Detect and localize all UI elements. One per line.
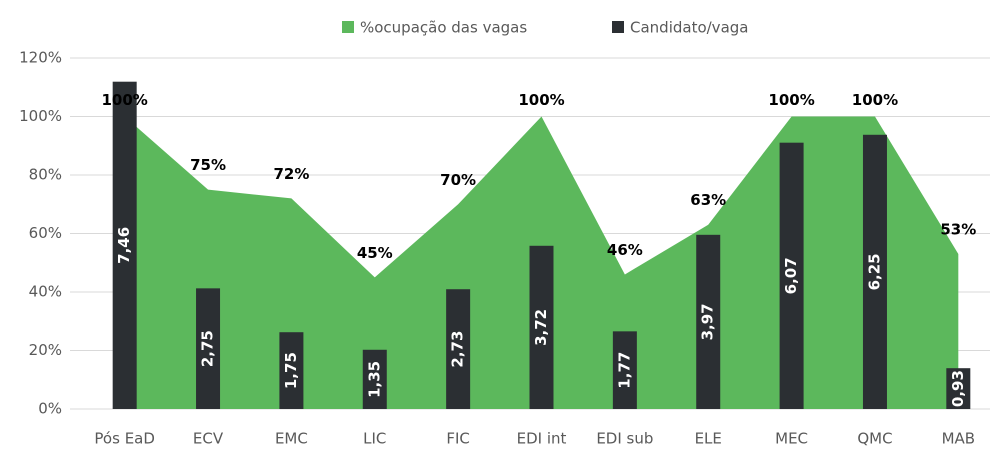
area-value-label: 53%	[940, 220, 976, 238]
bar	[362, 349, 387, 409]
legend-swatch	[612, 21, 624, 33]
bar	[196, 288, 221, 409]
legend-swatch	[342, 21, 354, 33]
bar	[862, 134, 887, 409]
bar-value-label: 2,75	[199, 330, 217, 367]
area-value-label: 46%	[607, 241, 643, 259]
y-tick-label: 60%	[29, 224, 62, 242]
x-tick-label: Pós EaD	[94, 430, 155, 448]
area-value-label: 100%	[102, 91, 148, 109]
bar-value-label: 3,97	[699, 303, 717, 340]
y-tick-label: 0%	[38, 400, 62, 418]
x-tick-label: EDI int	[517, 430, 567, 448]
area-value-label: 100%	[518, 91, 564, 109]
x-tick-label: FIC	[446, 430, 470, 448]
area-value-label: 75%	[190, 156, 226, 174]
x-tick-label: LIC	[363, 430, 386, 448]
bar-value-label: 6,25	[865, 253, 883, 290]
bar	[112, 81, 137, 409]
area-value-label: 63%	[690, 191, 726, 209]
bar-value-label: 1,35	[365, 361, 383, 398]
bar-value-label: 1,77	[615, 352, 633, 389]
area-value-label: 100%	[768, 91, 814, 109]
bar-value-label: 6,07	[782, 257, 800, 294]
x-tick-label: QMC	[857, 430, 892, 448]
bar	[779, 142, 804, 409]
x-tick-label: ELE	[695, 430, 722, 448]
bar-value-label: 7,46	[115, 227, 133, 264]
area-value-label: 72%	[273, 165, 309, 183]
bar	[529, 245, 554, 409]
area-value-label: 70%	[440, 171, 476, 189]
bar-value-label: 2,73	[449, 331, 467, 368]
legend-label: %ocupação das vagas	[360, 19, 527, 37]
x-tick-label: ECV	[193, 430, 224, 448]
y-tick-label: 120%	[19, 49, 62, 67]
bar-value-label: 1,75	[282, 352, 300, 389]
y-tick-label: 100%	[19, 107, 62, 125]
x-tick-label: EDI sub	[596, 430, 653, 448]
bar-value-label: 3,72	[532, 309, 550, 346]
x-tick-label: MEC	[775, 430, 808, 448]
x-tick-label: EMC	[275, 430, 308, 448]
y-tick-label: 80%	[29, 166, 62, 184]
area-value-label: 100%	[852, 91, 898, 109]
bar	[446, 289, 471, 409]
x-tick-label: MAB	[942, 430, 976, 448]
bar	[279, 332, 304, 409]
legend-label: Candidato/vaga	[630, 19, 748, 37]
bar	[696, 234, 721, 409]
bar-value-label: 0,93	[949, 370, 967, 407]
bar	[612, 331, 637, 409]
y-tick-label: 20%	[29, 341, 62, 359]
area-value-label: 45%	[357, 244, 393, 262]
y-tick-label: 40%	[29, 283, 62, 301]
bar	[946, 368, 971, 409]
